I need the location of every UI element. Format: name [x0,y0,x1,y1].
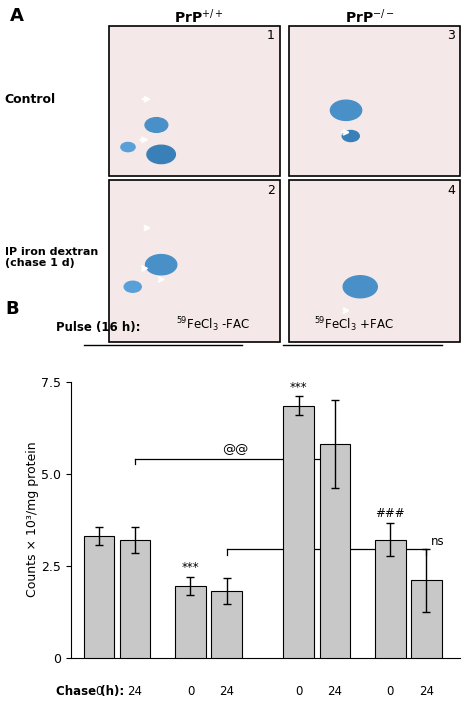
Text: 24: 24 [419,685,434,698]
Bar [109,25,280,177]
Bar [375,540,406,658]
Bar [109,180,280,342]
Text: $^{59}$FeCl$_3$ +FAC: $^{59}$FeCl$_3$ +FAC [314,315,393,334]
Ellipse shape [145,117,168,132]
Text: 24: 24 [328,685,342,698]
Text: ***: *** [182,561,199,573]
Text: 0: 0 [95,685,102,698]
Text: 4: 4 [447,184,455,197]
Bar [289,180,460,342]
Text: 1: 1 [267,30,275,42]
Ellipse shape [147,145,175,163]
Text: 3: 3 [447,30,455,42]
Ellipse shape [330,100,362,120]
Bar [319,444,350,658]
Text: 24: 24 [219,685,234,698]
Bar [411,580,442,658]
Bar [283,406,314,658]
Ellipse shape [343,276,377,298]
Ellipse shape [342,131,359,141]
Text: PrP$^{+/+}$: PrP$^{+/+}$ [174,7,224,26]
Text: $^{59}$FeCl$_3$ -FAC: $^{59}$FeCl$_3$ -FAC [176,315,250,334]
Text: @@: @@ [222,443,248,456]
Text: 2: 2 [267,184,275,197]
Bar [83,536,114,658]
Y-axis label: Counts × 10³/mg protein: Counts × 10³/mg protein [26,442,38,597]
Text: Pulse (16 h):: Pulse (16 h): [55,320,140,334]
Text: ns: ns [431,535,445,549]
Ellipse shape [121,143,135,152]
Text: B: B [5,300,18,318]
Bar [289,25,460,177]
Bar [211,591,242,658]
Text: Control: Control [5,93,56,106]
Ellipse shape [124,281,141,292]
Text: 0: 0 [387,685,394,698]
Text: Chase (h):: Chase (h): [55,685,124,698]
Ellipse shape [146,255,177,275]
Text: PrP$^{-/-}$: PrP$^{-/-}$ [345,7,394,26]
Text: A: A [9,7,23,25]
Text: IP iron dextran
(chase 1 d): IP iron dextran (chase 1 d) [5,247,98,268]
Text: ###: ### [375,508,405,520]
Text: 0: 0 [295,685,302,698]
Bar [175,586,206,658]
Text: 0: 0 [187,685,194,698]
Text: 24: 24 [128,685,143,698]
Bar [119,540,150,658]
Text: ***: *** [290,380,308,394]
